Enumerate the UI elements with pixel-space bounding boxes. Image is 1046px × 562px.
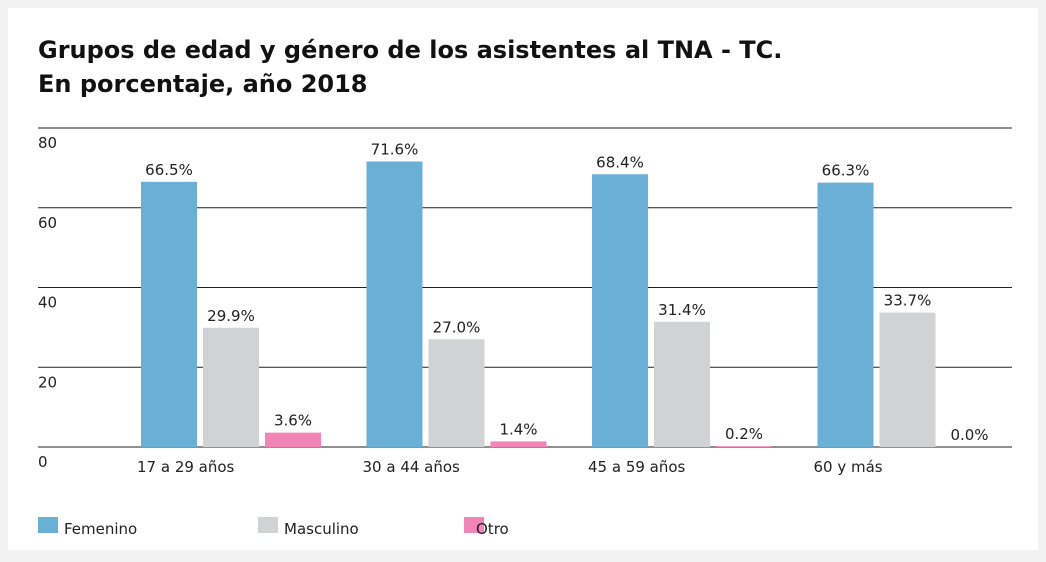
bar [203,327,259,447]
bar [654,321,710,447]
y-tick-label: 80 [38,134,57,152]
legend-label: Otro [476,520,509,538]
y-tick-label: 60 [38,214,57,232]
value-label: 71.6% [371,140,419,158]
value-label: 66.3% [822,162,870,180]
value-label: 0.0% [950,426,988,444]
bar [141,181,197,448]
x-tick-label: 60 y más [814,458,883,476]
bar [592,174,648,447]
bar [716,446,772,447]
value-label: 33.7% [884,292,932,310]
y-tick-label: 0 [38,453,48,471]
bar [490,441,547,447]
value-label: 31.4% [658,301,706,319]
x-tick-label: 17 a 29 años [137,458,235,476]
value-label: 68.4% [596,153,644,171]
bar [879,312,936,447]
value-label: 3.6% [274,412,312,430]
chart-title: Grupos de edad y género de los asistente… [38,36,782,64]
y-tick-label: 40 [38,294,57,312]
bar [265,432,321,447]
bar [366,161,423,447]
bar [428,339,485,447]
value-label: 29.9% [207,307,255,325]
x-tick-label: 30 a 44 años [363,458,461,476]
value-label: 27.0% [433,318,481,336]
legend-swatch [258,517,278,533]
value-label: 66.5% [145,161,193,179]
value-label: 0.2% [725,425,763,443]
value-label: 1.4% [499,420,537,438]
legend-label: Masculino [284,520,359,538]
legend-swatch [38,517,58,533]
y-tick-label: 20 [38,373,57,391]
bar [817,182,874,447]
chart-title: En porcentaje, año 2018 [38,70,368,98]
legend-label: Femenino [64,520,137,538]
x-tick-label: 45 a 59 años [588,458,686,476]
legend-swatch [464,517,484,533]
